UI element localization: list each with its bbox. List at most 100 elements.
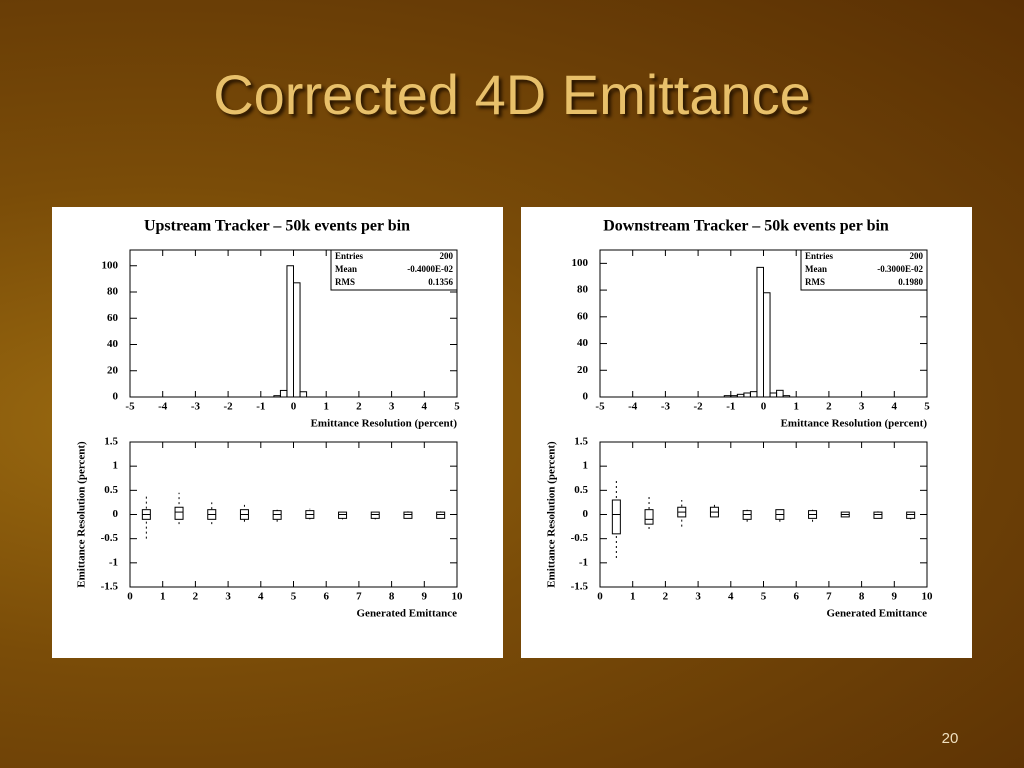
x-tick-label: 1 bbox=[323, 401, 329, 413]
x-tick-label: 7 bbox=[826, 591, 832, 603]
stats-value: -0.4000E-02 bbox=[407, 264, 453, 274]
stats-label: Mean bbox=[805, 264, 827, 274]
stats-value: 200 bbox=[910, 251, 924, 261]
box bbox=[644, 509, 654, 525]
stats-value: -0.3000E-02 bbox=[877, 264, 923, 274]
box bbox=[403, 511, 413, 519]
y-tick-label: 60 bbox=[107, 312, 119, 324]
stats-box bbox=[800, 249, 928, 291]
histogram-bar bbox=[293, 282, 301, 398]
x-tick-label: 0 bbox=[291, 401, 297, 413]
x-tick-label: 8 bbox=[859, 591, 865, 603]
x-tick-label: 2 bbox=[356, 401, 362, 413]
stats-label: RMS bbox=[335, 277, 355, 287]
y-axis-label: Emittance Resolution (percent) bbox=[76, 441, 88, 588]
y-tick-label: 80 bbox=[107, 286, 119, 298]
y-tick-label: 100 bbox=[102, 259, 119, 271]
x-tick-label: 2 bbox=[826, 401, 832, 413]
x-tick-label: 3 bbox=[695, 591, 701, 603]
x-tick-label: -5 bbox=[595, 401, 605, 413]
y-tick-label: 100 bbox=[572, 257, 589, 269]
x-tick-label: 1 bbox=[630, 591, 636, 603]
x-tick-label: 6 bbox=[323, 591, 329, 603]
x-tick-label: 5 bbox=[454, 401, 460, 413]
y-tick-label: -1.5 bbox=[101, 581, 119, 593]
x-tick-label: -1 bbox=[726, 401, 735, 413]
box bbox=[338, 511, 348, 519]
stats-label: Entries bbox=[335, 251, 363, 261]
y-axis-label: Emittance Resolution (percent) bbox=[546, 441, 558, 588]
x-tick-label: 7 bbox=[356, 591, 362, 603]
y-tick-label: 20 bbox=[577, 364, 589, 376]
x-tick-label: 5 bbox=[291, 591, 297, 603]
y-tick-label: 1.5 bbox=[574, 436, 588, 448]
slide-title: Corrected 4D Emittance bbox=[213, 63, 811, 126]
histogram-bar bbox=[782, 395, 791, 398]
page-number: 20 bbox=[941, 730, 959, 747]
x-tick-label: 0 bbox=[597, 591, 603, 603]
x-tick-label: 8 bbox=[389, 591, 395, 603]
y-tick-label: 0 bbox=[583, 391, 589, 403]
x-tick-label: -3 bbox=[661, 401, 671, 413]
x-tick-label: 9 bbox=[422, 591, 428, 603]
x-tick-label: 10 bbox=[452, 591, 464, 603]
y-tick-label: 0 bbox=[113, 391, 119, 403]
x-tick-label: -2 bbox=[694, 401, 704, 413]
box bbox=[611, 499, 621, 535]
y-tick-label: 0.5 bbox=[574, 484, 588, 496]
x-axis-label: Emittance Resolution (percent) bbox=[311, 418, 458, 430]
x-tick-label: 4 bbox=[258, 591, 264, 603]
stats-label: RMS bbox=[805, 277, 825, 287]
x-tick-label: 3 bbox=[389, 401, 395, 413]
x-tick-label: 3 bbox=[225, 591, 231, 603]
y-tick-label: 1.5 bbox=[104, 436, 118, 448]
box bbox=[370, 511, 380, 519]
stats-value: 0.1356 bbox=[428, 277, 453, 287]
x-tick-label: 2 bbox=[193, 591, 199, 603]
x-tick-label: 3 bbox=[859, 401, 865, 413]
y-tick-label: -0.5 bbox=[101, 532, 119, 544]
x-tick-label: 9 bbox=[892, 591, 898, 603]
x-tick-label: 4 bbox=[422, 401, 428, 413]
y-tick-label: 60 bbox=[577, 310, 589, 322]
x-tick-label: -5 bbox=[125, 401, 135, 413]
x-tick-label: -1 bbox=[256, 401, 265, 413]
x-axis-label: Generated Emittance bbox=[827, 608, 928, 620]
x-tick-label: 10 bbox=[922, 591, 934, 603]
x-tick-label: -4 bbox=[158, 401, 168, 413]
box bbox=[873, 511, 883, 519]
x-tick-label: 1 bbox=[160, 591, 166, 603]
stats-label: Mean bbox=[335, 264, 357, 274]
x-tick-label: 5 bbox=[761, 591, 767, 603]
x-axis-label: Emittance Resolution (percent) bbox=[781, 418, 928, 430]
chart-title: Upstream Tracker – 50k events per bin bbox=[144, 218, 410, 235]
y-tick-label: 0 bbox=[113, 508, 119, 520]
x-tick-label: -4 bbox=[628, 401, 638, 413]
x-tick-label: -2 bbox=[224, 401, 234, 413]
stats-value: 0.1980 bbox=[898, 277, 923, 287]
box bbox=[906, 511, 916, 519]
x-tick-label: 0 bbox=[127, 591, 133, 603]
y-tick-label: -1 bbox=[579, 556, 588, 568]
histogram-bar bbox=[299, 391, 308, 398]
y-tick-label: 1 bbox=[583, 460, 589, 472]
x-tick-label: -3 bbox=[191, 401, 201, 413]
histogram-bar bbox=[776, 389, 784, 398]
y-tick-label: 40 bbox=[107, 338, 119, 350]
y-tick-label: 40 bbox=[577, 337, 589, 349]
y-tick-label: 1 bbox=[113, 460, 119, 472]
x-axis-label: Generated Emittance bbox=[357, 608, 458, 620]
y-tick-label: -1 bbox=[109, 556, 118, 568]
stats-label: Entries bbox=[805, 251, 833, 261]
x-tick-label: 1 bbox=[793, 401, 799, 413]
x-tick-label: 2 bbox=[663, 591, 669, 603]
stats-value: 200 bbox=[440, 251, 454, 261]
y-tick-label: 0 bbox=[583, 508, 589, 520]
y-tick-label: 20 bbox=[107, 364, 119, 376]
x-tick-label: 0 bbox=[761, 401, 767, 413]
y-tick-label: 0.5 bbox=[104, 484, 118, 496]
histogram-bar bbox=[763, 292, 771, 398]
box bbox=[174, 506, 184, 520]
